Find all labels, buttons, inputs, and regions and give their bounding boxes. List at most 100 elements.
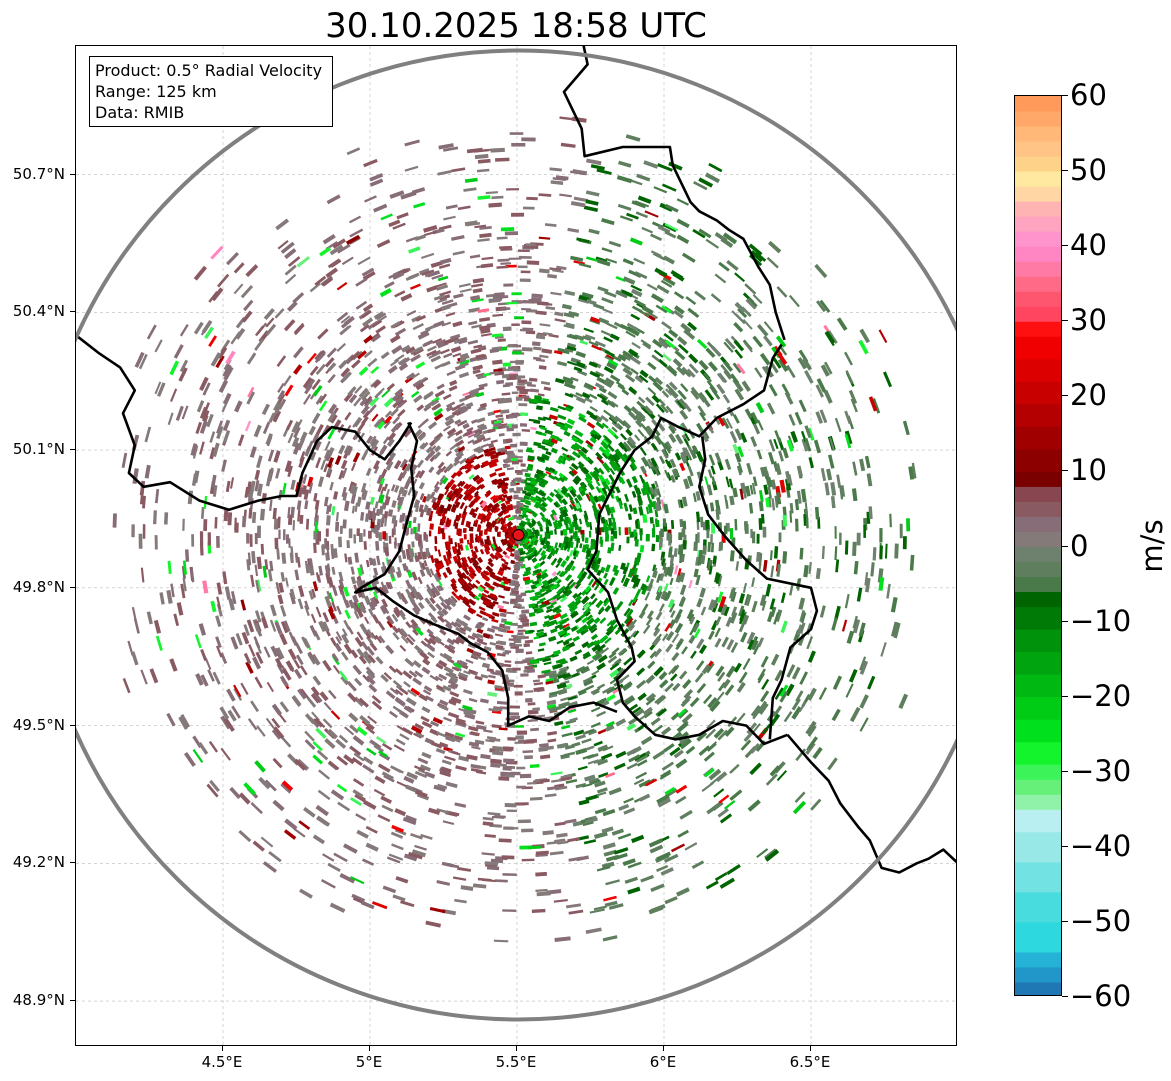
echo-pixel (404, 463, 413, 472)
echo-pixel (379, 288, 392, 298)
echo-pixel (759, 467, 766, 477)
echo-pixel (628, 348, 639, 358)
echo-pixel (525, 572, 531, 576)
echo-pixel (628, 754, 641, 763)
echo-pixel (441, 759, 452, 766)
echo-pixel (560, 543, 565, 551)
echo-pixel (511, 142, 526, 147)
echo-pixel (634, 271, 648, 280)
echo-pixel (166, 589, 173, 604)
echo-pixel (328, 503, 332, 513)
echo-pixel (606, 620, 614, 627)
echo-pixel (329, 902, 346, 913)
echo-pixel (550, 621, 557, 626)
echo-pixel (496, 236, 508, 240)
echo-pixel (284, 384, 294, 397)
echo-pixel (467, 598, 477, 606)
echo-pixel (627, 639, 637, 650)
echo-pixel (645, 533, 650, 542)
echo-pixel (555, 562, 560, 569)
echo-pixel (365, 669, 376, 680)
echo-pixel (223, 509, 229, 522)
echo-pixel (556, 832, 568, 838)
echo-pixel (498, 838, 512, 843)
echo-pixel (481, 592, 488, 598)
echo-pixel (819, 299, 831, 313)
echo-pixel (565, 322, 575, 328)
echo-pixel (372, 595, 380, 605)
echo-pixel (603, 572, 609, 579)
echo-pixel (779, 691, 789, 703)
echo-pixel (449, 691, 460, 698)
echo-pixel (536, 657, 545, 662)
echo-pixel (337, 801, 351, 812)
echo-pixel (254, 676, 263, 689)
echo-pixel (681, 252, 696, 263)
echo-pixel (500, 227, 515, 232)
echo-pixel (254, 469, 261, 481)
echo-pixel (702, 693, 713, 705)
echo-pixel (462, 493, 470, 501)
echo-pixel (677, 708, 687, 717)
echo-pixel (609, 662, 620, 671)
echo-pixel (248, 644, 256, 657)
echo-pixel (600, 516, 606, 524)
echo-pixel (498, 531, 501, 537)
echo-pixel (750, 639, 759, 651)
echo-pixel (545, 608, 553, 614)
echo-pixel (603, 465, 611, 473)
echo-pixel (370, 740, 382, 749)
echo-pixel (714, 627, 721, 638)
echo-pixel (450, 483, 458, 491)
echo-pixel (646, 610, 655, 620)
echo-pixel (457, 866, 472, 872)
echo-pixel (637, 195, 652, 204)
echo-pixel (261, 403, 271, 416)
echo-pixel (715, 771, 728, 783)
echo-pixel (504, 445, 511, 450)
echo-pixel (663, 333, 674, 342)
echo-pixel (542, 331, 553, 336)
echo-pixel (417, 601, 425, 610)
echo-pixel (522, 206, 535, 210)
echo-pixel (769, 713, 781, 727)
echo-pixel (624, 876, 638, 884)
echo-pixel (224, 586, 232, 600)
echo-pixel (314, 508, 319, 518)
echo-pixel (331, 505, 336, 516)
echo-pixel (710, 542, 715, 553)
echo-pixel (455, 732, 466, 738)
echo-pixel (572, 592, 579, 599)
echo-pixel (810, 798, 822, 811)
echo-pixel (553, 612, 562, 620)
echo-pixel (573, 729, 585, 737)
echo-pixel (482, 662, 491, 669)
echo-pixel (607, 507, 612, 514)
echo-pixel (679, 518, 684, 528)
echo-pixel (255, 651, 264, 665)
echo-pixel (637, 692, 647, 702)
echo-pixel (435, 603, 443, 612)
echo-pixel (226, 251, 239, 266)
echo-pixel (596, 168, 612, 176)
echo-pixel (318, 393, 328, 404)
echo-pixel (502, 909, 517, 912)
echo-pixel (705, 519, 710, 531)
echo-pixel (467, 439, 475, 445)
echo-pixel (627, 436, 637, 447)
echo-pixel (619, 215, 634, 222)
echo-pixel (240, 599, 247, 611)
echo-pixel (582, 624, 592, 632)
echo-pixel (420, 715, 430, 723)
echo-pixel (690, 650, 697, 659)
echo-pixel (238, 792, 251, 805)
echo-pixel (357, 350, 367, 360)
echo-pixel (241, 631, 250, 645)
echo-pixel (459, 595, 466, 602)
echo-pixel (776, 564, 782, 577)
echo-pixel (405, 697, 417, 707)
echo-pixel (469, 538, 474, 544)
echo-pixel (353, 416, 363, 428)
echo-pixel (357, 567, 363, 577)
echo-pixel (655, 611, 663, 621)
